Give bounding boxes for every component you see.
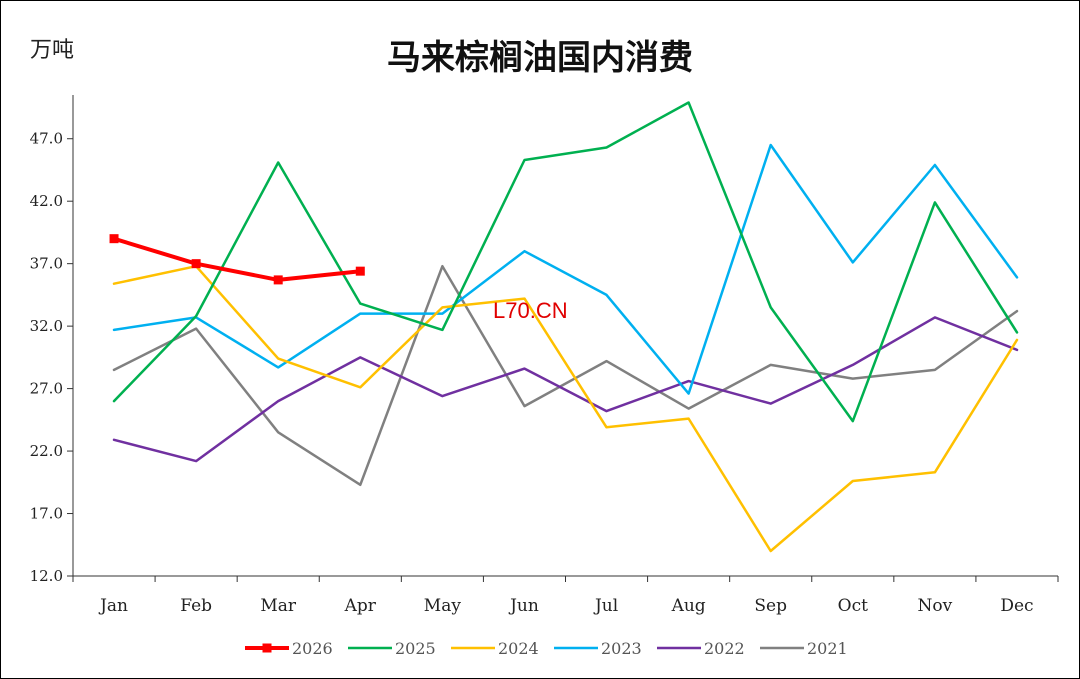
y-tick-label: 22.0 xyxy=(30,442,63,460)
legend-label: 2024 xyxy=(498,639,539,658)
x-tick-label: Sep xyxy=(754,596,787,616)
watermark-text: L70.CN xyxy=(493,298,568,323)
chart-title: 马来棕榈油国内消费 xyxy=(387,38,693,78)
legend-item-2024: 2024 xyxy=(451,639,539,658)
series-line-2026 xyxy=(112,236,363,282)
y-unit-label: 万吨 xyxy=(30,38,75,63)
legend-label: 2026 xyxy=(292,639,333,658)
series-marker-2026 xyxy=(109,234,119,244)
legend-label: 2021 xyxy=(807,639,848,658)
y-tick-label: 32.0 xyxy=(30,317,63,335)
x-tick-label: Oct xyxy=(838,596,868,616)
legend-label: 2025 xyxy=(395,639,436,658)
series-marker-2026 xyxy=(191,259,201,269)
x-tick-label: Jan xyxy=(98,596,128,616)
y-tick-label: 12.0 xyxy=(30,567,63,585)
y-tick-label: 47.0 xyxy=(30,130,63,148)
x-tick-label: Nov xyxy=(918,596,953,616)
series-lines xyxy=(109,101,1019,553)
x-tick-label: Jun xyxy=(508,596,539,616)
y-tick-label: 37.0 xyxy=(30,255,63,273)
legend-item-2022: 2022 xyxy=(657,639,745,658)
legend-marker xyxy=(262,643,272,653)
legend-item-2025: 2025 xyxy=(348,639,436,658)
legend-item-2026: 2026 xyxy=(245,639,333,658)
series-marker-2026 xyxy=(273,275,283,285)
legend-item-2021: 2021 xyxy=(760,639,848,658)
legend-label: 2022 xyxy=(704,639,745,658)
x-tick-label: May xyxy=(424,596,462,616)
x-tick-label: Feb xyxy=(180,596,212,616)
legend-item-2023: 2023 xyxy=(554,639,642,658)
y-tick-label: 27.0 xyxy=(30,380,63,398)
x-tick-label: Jul xyxy=(593,596,618,616)
series-line-2022 xyxy=(112,316,1019,463)
y-tick-label: 17.0 xyxy=(30,505,63,523)
series-line-2021 xyxy=(112,264,1019,487)
x-tick-label: Apr xyxy=(344,596,377,616)
series-marker-2026 xyxy=(355,266,365,276)
legend: 2026 2025 2024 2023 2022 2021 xyxy=(245,639,848,658)
axes: 12.0 17.0 22.0 27.0 32.0 37.0 42.0 47.0 Jan Feb Ma… xyxy=(30,95,1059,616)
legend-label: 2023 xyxy=(601,639,642,658)
series-line-2024 xyxy=(112,264,1019,553)
x-tick-label: Dec xyxy=(1000,596,1033,616)
y-tick-label: 42.0 xyxy=(30,192,63,210)
x-tick-label: Aug xyxy=(671,596,706,616)
x-tick-label: Mar xyxy=(260,596,297,616)
series-line-2025 xyxy=(112,101,1019,423)
series-line-2023 xyxy=(112,143,1019,395)
